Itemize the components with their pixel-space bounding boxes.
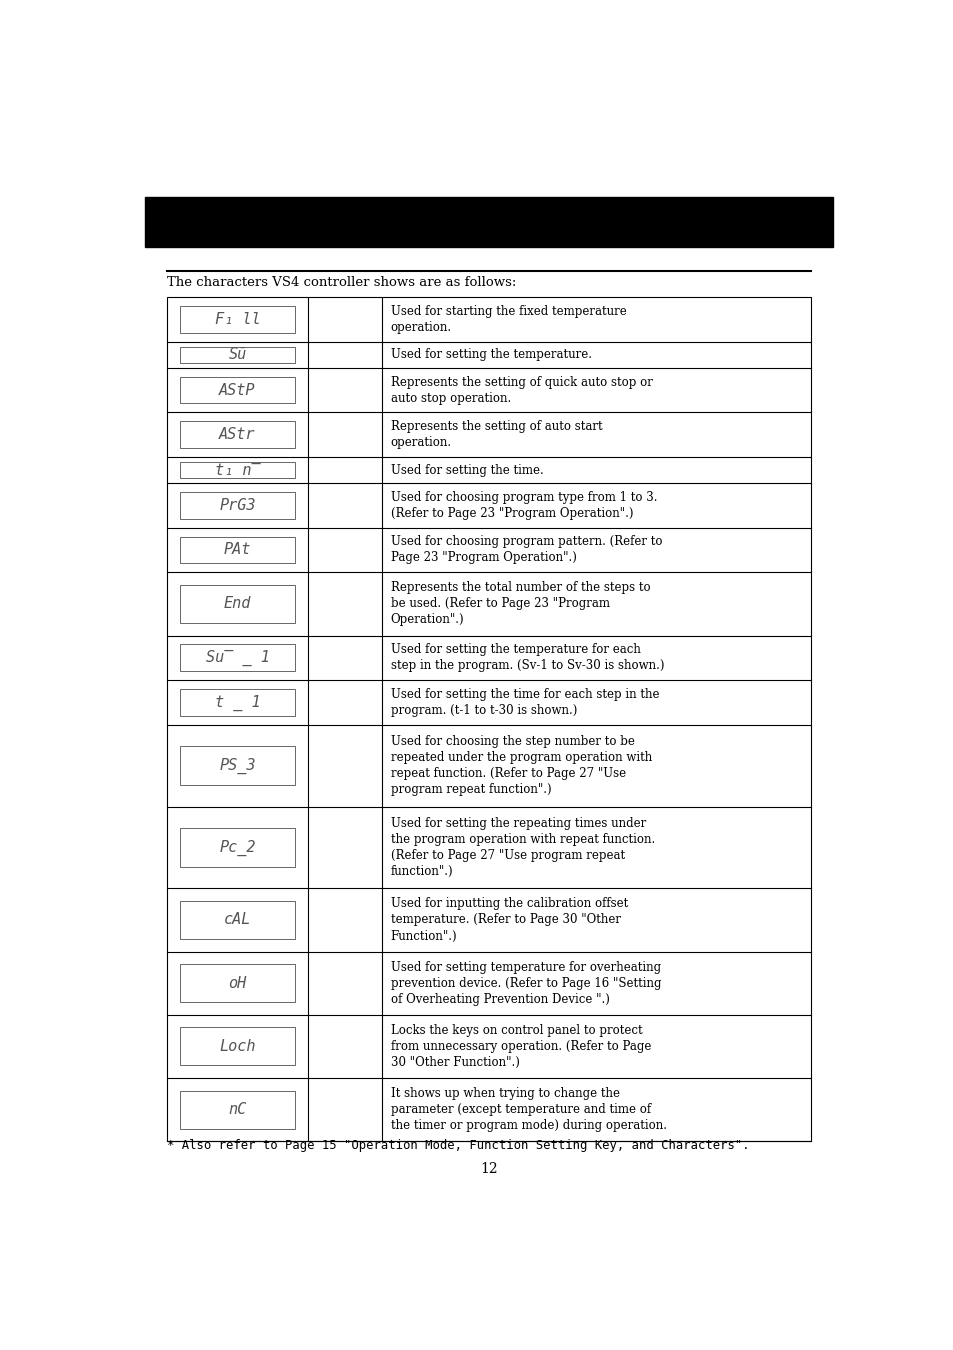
Text: End: End (224, 597, 251, 612)
Text: Used for starting the fixed temperature
operation.: Used for starting the fixed temperature … (390, 305, 626, 333)
Bar (180, 377, 294, 404)
Text: Represents the setting of quick auto stop or
auto stop operation.: Represents the setting of quick auto sto… (390, 375, 652, 405)
Text: Used for setting the temperature for each
step in the program. (Sv-1 to Sv-30 is: Used for setting the temperature for eac… (390, 644, 663, 672)
Bar (180, 644, 294, 671)
Text: F₁ ll: F₁ ll (214, 312, 260, 327)
Text: AStP: AStP (219, 382, 255, 398)
Bar (180, 306, 294, 333)
Text: Used for setting the time for each step in the
program. (t-1 to t-30 is shown.): Used for setting the time for each step … (390, 688, 659, 717)
Text: Used for choosing the step number to be
repeated under the program operation wit: Used for choosing the step number to be … (390, 736, 651, 796)
Text: oH: oH (228, 976, 247, 991)
Text: Loch: Loch (219, 1040, 255, 1054)
Bar (180, 585, 294, 622)
Bar (180, 421, 294, 448)
Text: PAt: PAt (224, 543, 251, 558)
Text: Locks the keys on control panel to protect
from unnecessary operation. (Refer to: Locks the keys on control panel to prote… (390, 1023, 650, 1069)
Text: PS_3: PS_3 (219, 757, 255, 774)
Bar (145, 197, 832, 247)
Bar (180, 688, 294, 716)
Text: Used for inputting the calibration offset
temperature. (Refer to Page 30 "Other
: Used for inputting the calibration offse… (390, 898, 627, 942)
Text: Used for setting the time.: Used for setting the time. (390, 463, 543, 477)
Text: Used for setting the repeating times under
the program operation with repeat fun: Used for setting the repeating times und… (390, 817, 654, 878)
Bar (180, 536, 294, 563)
Text: Used for choosing program type from 1 to 3.
(Refer to Page 23 "Program Operation: Used for choosing program type from 1 to… (390, 491, 657, 520)
Bar (167, 297, 810, 1141)
Bar (180, 1091, 294, 1129)
Bar (180, 491, 294, 518)
Text: 12: 12 (479, 1161, 497, 1176)
Text: Used for setting temperature for overheating
prevention device. (Refer to Page 1: Used for setting temperature for overhea… (390, 961, 660, 1006)
Bar (180, 347, 294, 363)
Text: Used for choosing program pattern. (Refer to
Page 23 "Program Operation".): Used for choosing program pattern. (Refe… (390, 536, 661, 564)
Text: t _ 1: t _ 1 (214, 694, 260, 710)
Text: Represents the setting of auto start
operation.: Represents the setting of auto start ope… (390, 420, 601, 450)
Text: AStr: AStr (219, 427, 255, 443)
Text: Su̅ _ 1: Su̅ _ 1 (206, 649, 269, 666)
Text: Pc_2: Pc_2 (219, 840, 255, 856)
Bar (180, 1027, 294, 1065)
Text: t₁ n̅: t₁ n̅ (214, 463, 260, 478)
Text: Sū: Sū (228, 347, 247, 362)
Text: The characters VS4 controller shows are as follows:: The characters VS4 controller shows are … (167, 275, 517, 289)
Text: nC: nC (228, 1102, 247, 1116)
Text: Represents the total number of the steps to
be used. (Refer to Page 23 "Program
: Represents the total number of the steps… (390, 582, 650, 626)
Bar (180, 828, 294, 867)
Text: It shows up when trying to change the
parameter (except temperature and time of
: It shows up when trying to change the pa… (390, 1087, 666, 1133)
Text: * Also refer to Page 15 "Operation Mode, Function Setting Key, and Characters".: * Also refer to Page 15 "Operation Mode,… (167, 1138, 749, 1152)
Text: cAL: cAL (224, 913, 251, 927)
Text: Used for setting the temperature.: Used for setting the temperature. (390, 348, 591, 362)
Text: PrG3: PrG3 (219, 498, 255, 513)
Bar (180, 462, 294, 478)
Bar (180, 964, 294, 1002)
Bar (180, 900, 294, 940)
Bar (180, 747, 294, 786)
